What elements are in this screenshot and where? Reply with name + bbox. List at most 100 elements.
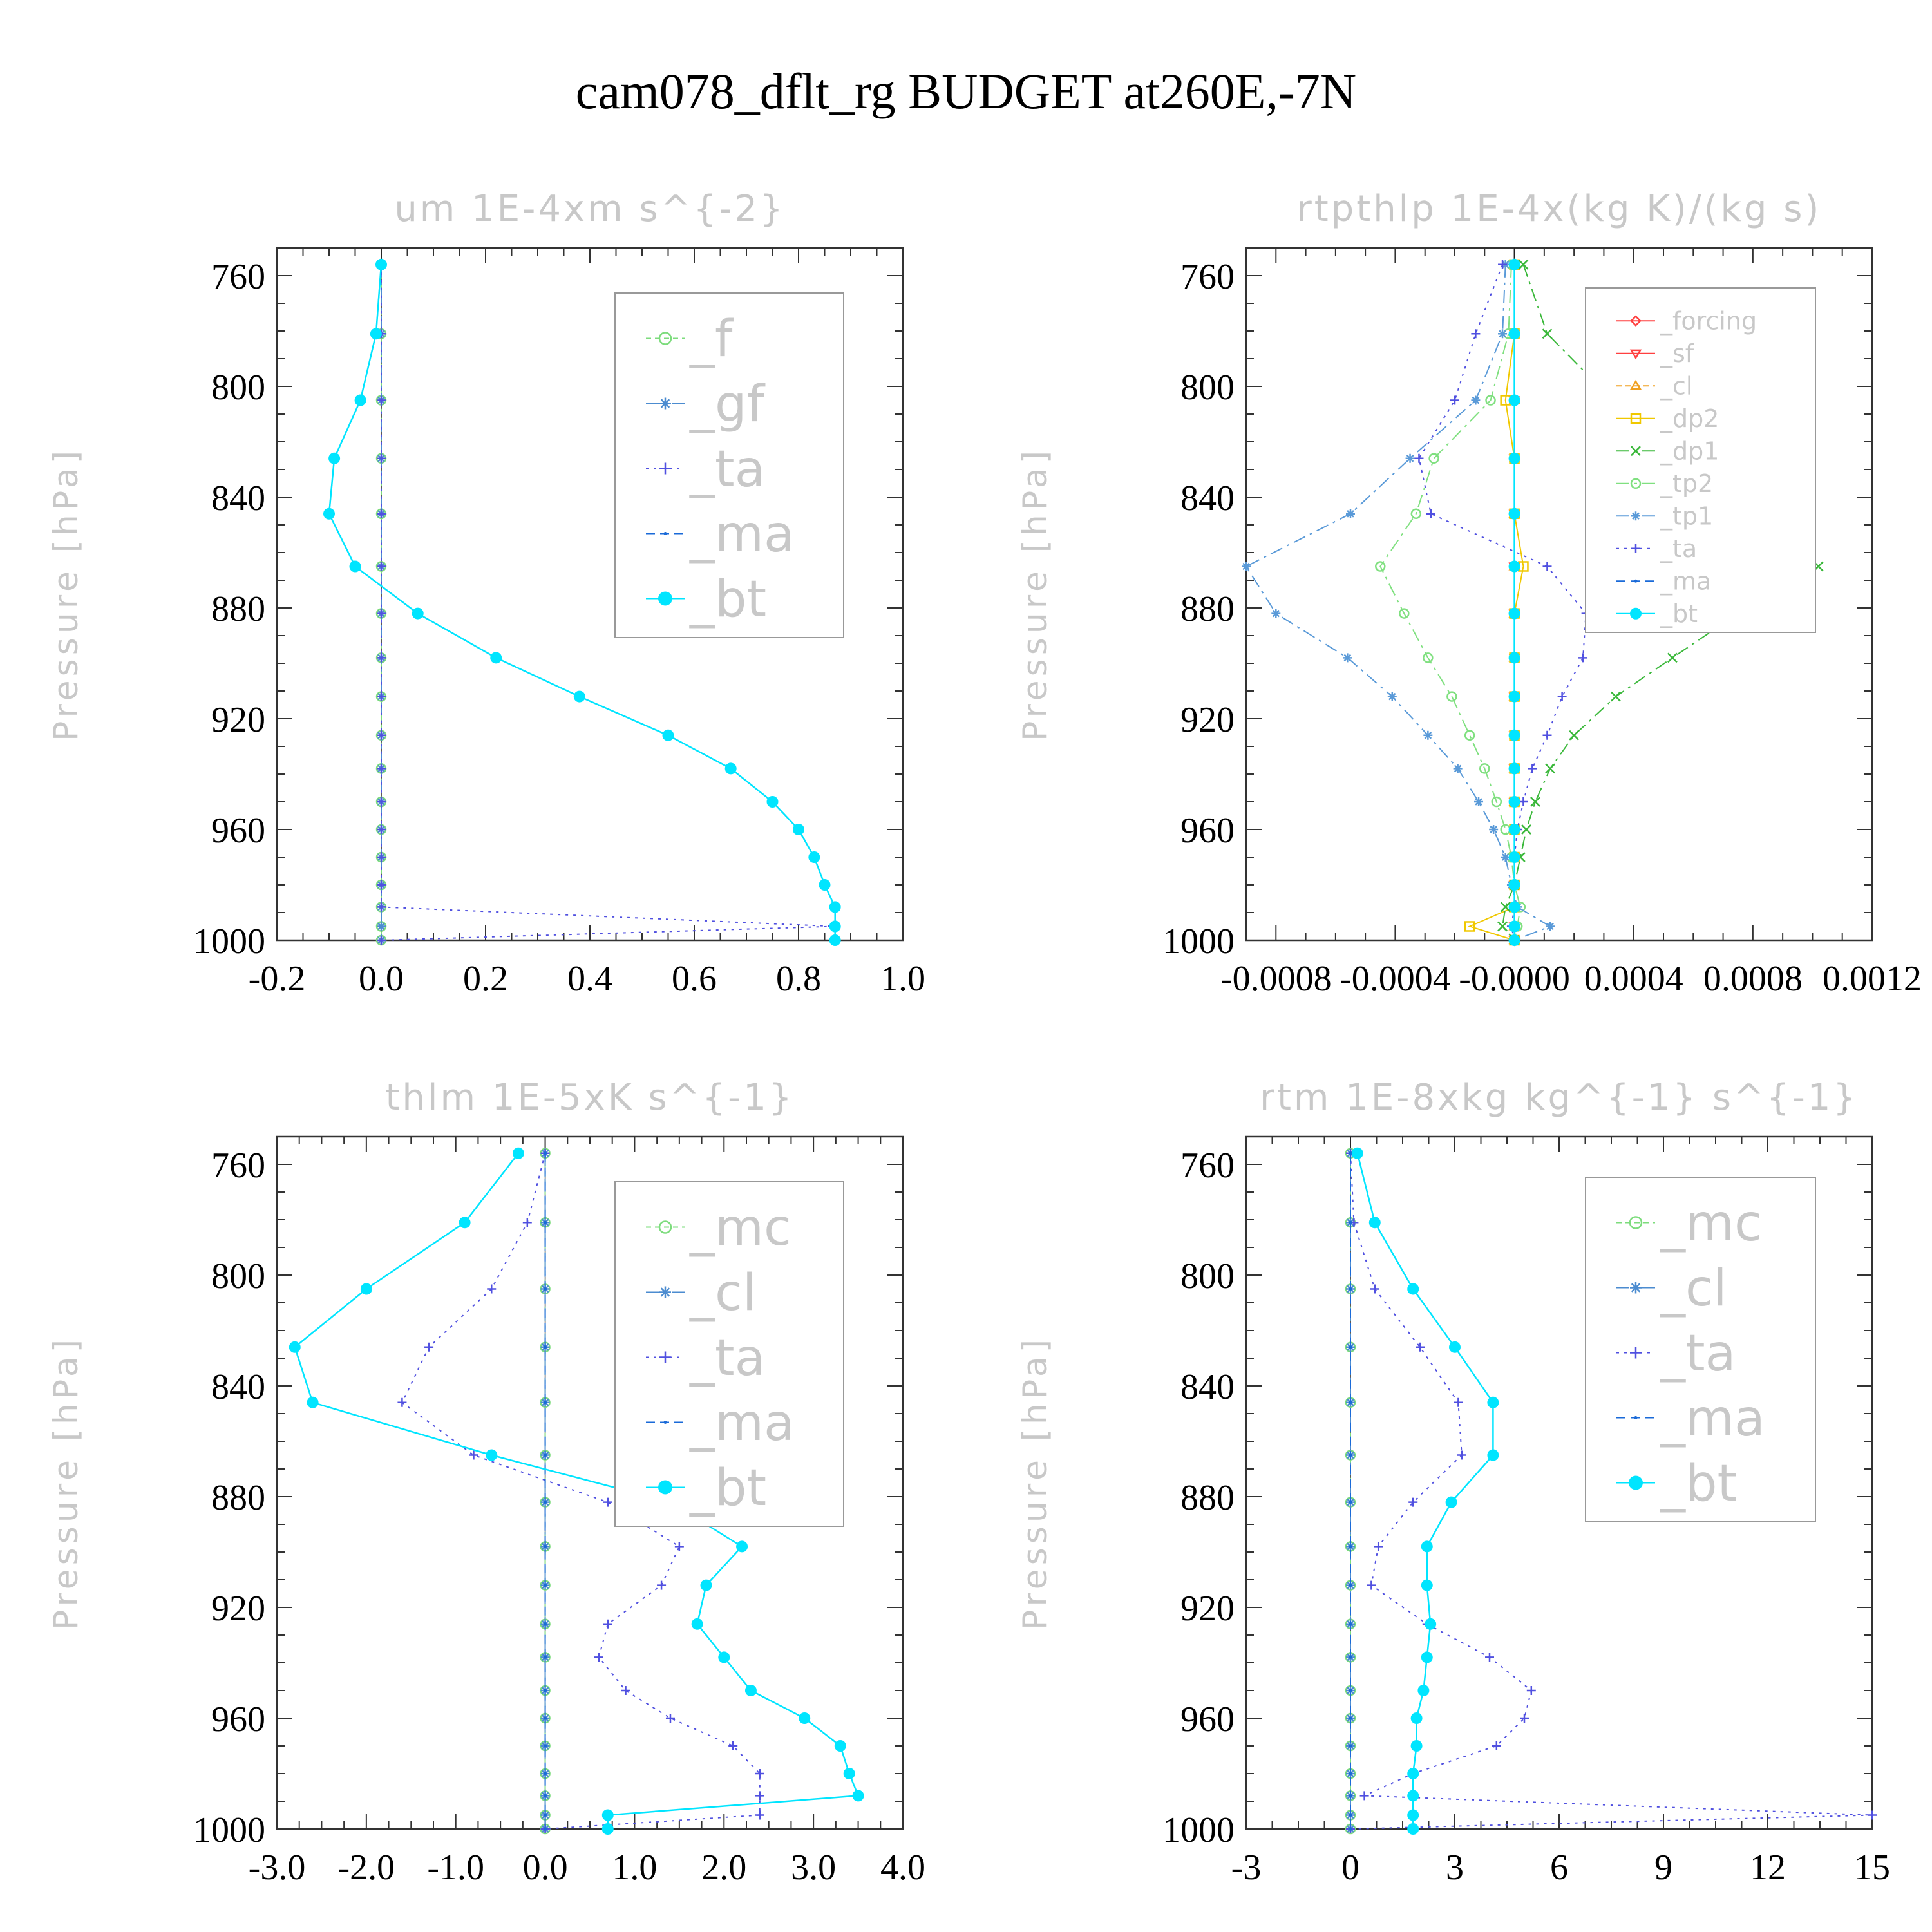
data-point	[1410, 1712, 1423, 1724]
data-point	[718, 1651, 730, 1663]
legend-swatch-marker-shape	[1630, 1347, 1642, 1359]
data-point	[370, 328, 382, 340]
legend-item: _dp2	[1616, 404, 1719, 433]
data-point-shape	[1453, 764, 1463, 773]
data-point	[459, 1217, 471, 1229]
data-point	[1349, 1345, 1352, 1349]
data-point-shape	[1492, 1741, 1501, 1750]
data-point-shape	[1367, 1580, 1376, 1590]
legend-swatch-marker	[1631, 544, 1640, 553]
data-point	[1416, 1342, 1425, 1352]
x-tick-label: 4.0	[880, 1848, 925, 1888]
data-point-shape	[377, 936, 386, 945]
data-point	[1545, 763, 1555, 774]
data-point-shape	[1349, 1151, 1352, 1155]
legend-label: _cl	[1660, 372, 1692, 401]
data-point-shape	[1446, 691, 1457, 702]
data-point-shape	[1450, 395, 1459, 405]
y-tick-label: 1000	[1162, 922, 1235, 961]
data-point-shape	[1454, 1397, 1463, 1407]
data-point	[843, 1768, 855, 1779]
x-tick-label: 1.0	[612, 1848, 657, 1888]
data-point-shape	[1349, 1287, 1352, 1291]
legend-item: _ma	[646, 1394, 795, 1452]
data-point-shape	[412, 607, 424, 620]
data-point-shape	[834, 1740, 846, 1752]
legend-label: _bt	[1660, 1455, 1737, 1513]
data-point-shape	[544, 1544, 547, 1548]
legend-label: _sf	[1660, 339, 1695, 368]
series-bt	[289, 1147, 864, 1835]
legend-label: _ta	[1660, 1325, 1736, 1383]
legend-item: _mc	[1616, 1195, 1762, 1253]
data-point-shape	[1508, 934, 1520, 946]
data-point	[377, 880, 386, 889]
y-tick-label: 840	[1180, 1367, 1235, 1407]
data-point	[544, 1401, 547, 1405]
data-point-shape	[1399, 608, 1410, 619]
data-point-shape	[1349, 1655, 1352, 1659]
data-point	[544, 1814, 547, 1817]
data-point-shape	[1542, 730, 1552, 740]
data-point	[544, 1655, 547, 1659]
series-ta	[397, 1148, 764, 1833]
data-point	[601, 1809, 614, 1821]
legend-swatch-marker	[1629, 1475, 1643, 1490]
data-point-shape	[544, 1345, 547, 1349]
legend-swatch-marker	[1630, 607, 1642, 620]
data-point	[1518, 259, 1529, 270]
data-point-shape	[377, 730, 386, 740]
data-point	[377, 764, 386, 773]
data-point-shape	[544, 1287, 547, 1291]
x-tick-label: 3.0	[791, 1848, 836, 1888]
data-point	[377, 453, 386, 463]
data-point-shape	[1542, 328, 1553, 339]
data-point-shape	[1491, 796, 1502, 808]
data-point-shape	[1508, 690, 1520, 703]
data-point-shape	[522, 1218, 532, 1227]
data-point-shape	[1489, 825, 1499, 834]
data-point	[1528, 764, 1537, 773]
data-point	[1611, 691, 1621, 702]
data-point-shape	[544, 1584, 547, 1587]
data-point-shape	[1508, 394, 1520, 406]
data-point-shape	[1519, 797, 1528, 806]
data-point-shape	[829, 901, 841, 913]
data-point-shape	[377, 797, 386, 806]
data-point	[755, 1791, 764, 1801]
data-point	[1367, 1580, 1376, 1590]
data-point-shape	[544, 1501, 547, 1504]
legend-label: _mc	[1660, 1195, 1762, 1253]
y-axis-label: Pressure [hPa]	[1016, 1336, 1055, 1630]
legend-item: _gf	[646, 375, 766, 433]
data-point	[601, 1823, 614, 1835]
x-tick-label: 12	[1750, 1848, 1786, 1888]
data-point-shape	[766, 796, 779, 808]
legend-swatch-marker	[1630, 1347, 1642, 1359]
data-point-shape	[1349, 1501, 1352, 1504]
x-tick-label: 1.0	[880, 959, 925, 999]
data-point	[1349, 1827, 1352, 1831]
data-point	[424, 1342, 434, 1352]
legend-label: _ma	[1660, 1390, 1765, 1448]
series-line	[1418, 264, 1587, 941]
data-point-shape	[1508, 901, 1520, 913]
legend-item: _bt	[646, 571, 766, 629]
data-point	[1508, 879, 1520, 891]
data-point	[375, 258, 387, 270]
data-point	[1508, 729, 1520, 741]
legend-item: _ma	[1616, 567, 1711, 596]
legend-label: _mc	[689, 1199, 791, 1257]
data-point	[1667, 652, 1678, 663]
data-point-shape	[1518, 259, 1529, 270]
x-tick-label: -0.2	[249, 959, 306, 999]
data-point	[829, 920, 841, 933]
y-tick-label: 760	[1180, 257, 1235, 297]
data-point	[1407, 1283, 1419, 1295]
series-line	[1468, 264, 1524, 941]
data-point	[377, 653, 386, 663]
y-tick-label: 960	[211, 811, 265, 851]
legend-swatch-marker-shape	[1631, 511, 1640, 521]
data-point-shape	[1414, 453, 1424, 463]
data-point	[349, 560, 361, 573]
